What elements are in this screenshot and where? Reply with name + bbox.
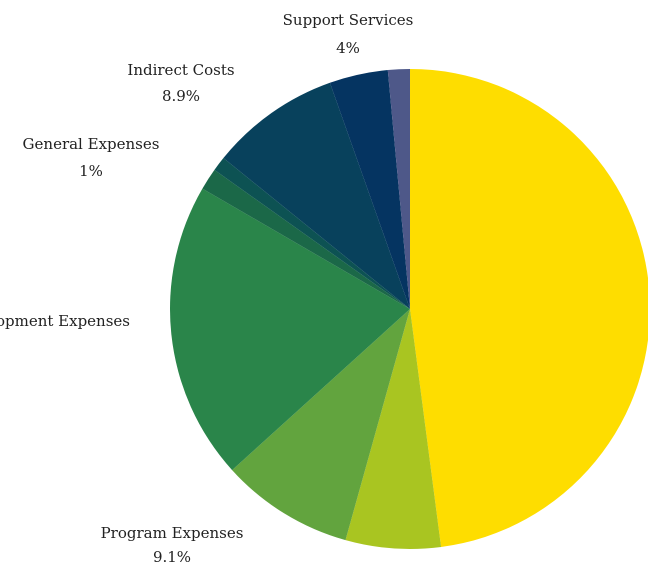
value-program-expenses: 9.1% [153, 548, 191, 565]
label-support-services: Support Services [283, 11, 414, 29]
pie-slice-2 [232, 309, 410, 541]
value-support-services: 4% [336, 39, 360, 57]
pie-slice-0 [410, 69, 648, 547]
pie-slice-7 [329, 70, 410, 309]
pie-slice-6 [223, 82, 410, 309]
label-indirect-costs: Indirect Costs [127, 61, 234, 79]
pie-slice-4 [202, 169, 410, 309]
label-development-expenses: Development Expenses [0, 312, 130, 330]
pie-slice-1 [345, 309, 442, 550]
pie-slices [169, 69, 648, 550]
value-indirect-costs: 8.9% [162, 87, 200, 105]
pie-slice-8 [387, 69, 410, 309]
label-program-expenses: Program Expenses [101, 524, 244, 542]
pie-slice-3 [169, 188, 410, 471]
value-general-expenses: 1% [79, 162, 103, 180]
pie-slice-5 [214, 158, 410, 309]
label-general-expenses: General Expenses [23, 135, 160, 153]
